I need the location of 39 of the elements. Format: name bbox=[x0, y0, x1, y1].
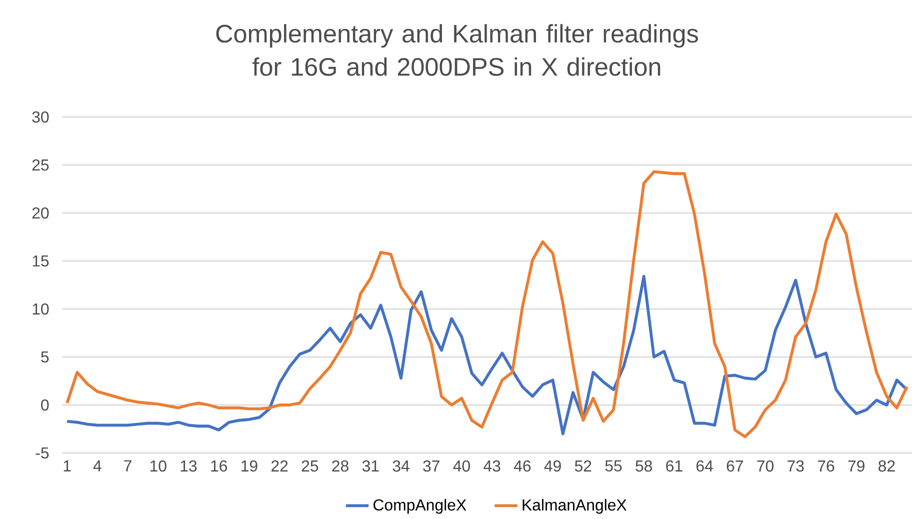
y-tick-label: 0 bbox=[41, 399, 49, 411]
y-tick-label: 25 bbox=[32, 159, 49, 171]
y-tick-label: 10 bbox=[32, 303, 49, 315]
x-tick-label: 70 bbox=[757, 460, 774, 472]
x-tick-label: 40 bbox=[453, 460, 470, 472]
x-tick-label: 79 bbox=[848, 460, 864, 472]
x-tick-label: 19 bbox=[242, 460, 258, 472]
x-tick-label: 4 bbox=[93, 460, 102, 472]
x-tick-label: 43 bbox=[484, 460, 500, 472]
y-tick-label: -5 bbox=[36, 447, 49, 459]
x-tick-label: 64 bbox=[696, 460, 713, 472]
x-tick-label: 13 bbox=[180, 460, 197, 472]
x-tick-label: 82 bbox=[878, 460, 895, 472]
x-tick-label: 25 bbox=[302, 460, 318, 472]
x-tick-label: 76 bbox=[818, 460, 834, 472]
x-tick-label: 55 bbox=[605, 460, 622, 472]
x-tick-label: 49 bbox=[544, 460, 561, 472]
x-tick-label: 73 bbox=[788, 460, 804, 472]
x-tick-label: 58 bbox=[636, 460, 652, 472]
x-tick-label: 46 bbox=[514, 460, 531, 472]
x-tick-label: 31 bbox=[362, 460, 379, 472]
x-tick-label: 16 bbox=[211, 460, 228, 472]
x-tick-label: 22 bbox=[271, 460, 288, 472]
chart-title: Complementary and Kalman filter readings for 16G and 2000DPS in X direction bbox=[216, 24, 698, 76]
x-tick-label: 37 bbox=[423, 460, 440, 472]
x-tick-label: 34 bbox=[392, 460, 410, 472]
x-tick-label: 10 bbox=[150, 460, 166, 472]
y-tick-label: 20 bbox=[32, 207, 49, 219]
x-tick-label: 61 bbox=[666, 460, 682, 472]
y-tick-label: 30 bbox=[32, 111, 49, 123]
legend-label: KalmanAngleX bbox=[522, 498, 627, 514]
x-tick-label: 7 bbox=[124, 460, 132, 472]
x-tick-label: 52 bbox=[574, 460, 592, 472]
y-tick-label: 15 bbox=[32, 255, 49, 267]
y-tick-label: 5 bbox=[41, 351, 49, 363]
legend-label: CompAngleX bbox=[374, 498, 466, 514]
x-tick-label: 67 bbox=[726, 460, 743, 472]
x-tick-label: 28 bbox=[332, 460, 348, 472]
x-tick-label: 1 bbox=[64, 460, 71, 472]
